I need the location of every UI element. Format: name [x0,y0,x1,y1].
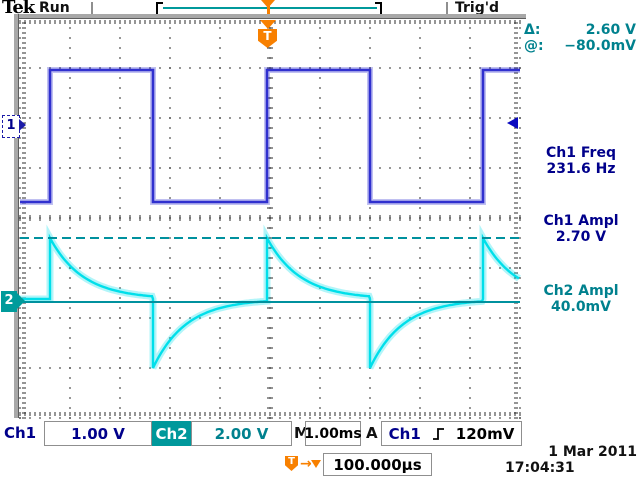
ch2-reference-marker[interactable]: 2 [1,291,25,312]
record-end-tick [446,2,448,15]
trigger-position-flag-icon[interactable]: T [258,29,277,48]
trigger-position-arrow-icon[interactable] [260,20,276,29]
ch2-ampl-value: 40.0mV [551,299,611,315]
ch1-waveform-halo [20,67,520,205]
ch1-reference-marker[interactable]: 1 [2,115,26,138]
trigger-status: Trig'd [455,0,500,16]
record-trigger-marker-icon[interactable] [261,0,275,16]
trigger-settings-box[interactable]: Ch1 120mV [381,421,522,446]
ch2-ampl-measurement: Ch2 Ampl 40.0mV [520,283,640,315]
cursor-delta-label: Δ: [524,22,541,38]
trigger-mode-label: A [366,424,378,442]
ch1-ampl-measurement: Ch1 Ampl 2.70 V [520,213,640,245]
trigger-source-label: Ch1 [388,424,421,443]
ch1-freq-value: 231.6 Hz [546,161,616,177]
ch1-waveform [20,68,520,204]
delay-marker-icon [311,460,321,468]
delay-trigger-flag-icon: T [285,456,298,471]
ch2-waveform [20,233,520,369]
acquisition-status: Run [39,0,70,16]
ch1-scale-box[interactable]: 1.00 V [44,421,152,446]
delay-arrow-icon: → [300,456,312,472]
graticule-top-bevel [14,14,526,19]
graticule-left-bevel [14,14,19,418]
ch2-label: Ch2 [152,421,191,446]
timebase-box[interactable]: 1.00ms [304,421,362,446]
cursor-at-value: −80.0mV [564,38,636,54]
date-label: 1 Mar 2011 [548,444,637,460]
ch2-scale-box[interactable]: 2.00 V [191,421,292,446]
record-start-tick [91,2,93,15]
trigger-level-arrow-icon[interactable] [507,117,518,129]
ch1-label: Ch1 [4,424,37,442]
ch1-ampl-value: 2.70 V [555,229,607,245]
ch1-freq-title: Ch1 Freq [546,145,616,161]
rising-edge-icon [432,427,444,440]
ch1-freq-measurement: Ch1 Freq 231.6 Hz [520,145,640,177]
ch1-ampl-title: Ch1 Ampl [543,213,619,229]
tek-logo: Tek [2,0,35,18]
delay-time-box[interactable]: 100.000µs [323,453,432,476]
cursor-at-label: @: [524,38,544,54]
record-view-line [163,7,377,9]
ch2-ampl-title: Ch2 Ampl [543,283,619,299]
cursor-at-readout: @: −80.0mV [524,38,636,54]
trigger-level-value: 120mV [455,424,515,443]
cursor-delta-value: 2.60 V [585,22,636,38]
time-label: 17:04:31 [505,460,575,476]
cursor-delta-readout: Δ: 2.60 V [524,22,636,38]
